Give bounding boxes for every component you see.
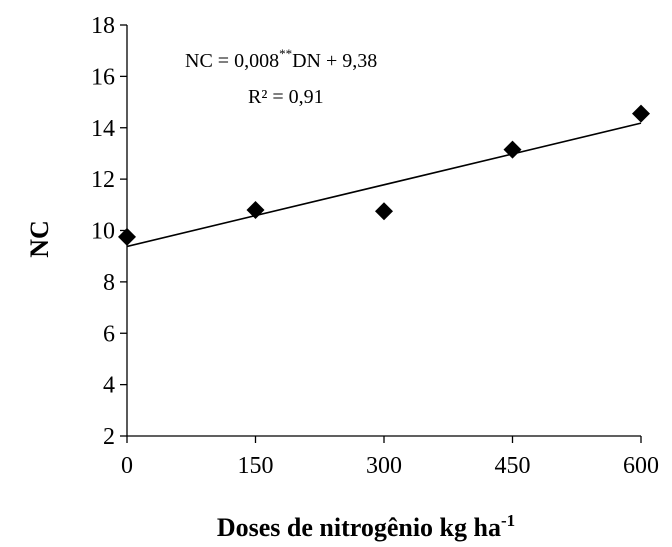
x-tick-label: 150 xyxy=(238,453,274,479)
y-tick-label: 4 xyxy=(103,373,115,399)
y-tick-label: 8 xyxy=(103,270,115,296)
axes xyxy=(126,25,641,437)
data-points xyxy=(118,104,650,246)
x-tick-label: 0 xyxy=(121,453,133,479)
x-axis-title: Doses de nitrogênio kg ha-1 xyxy=(217,511,515,542)
y-tick-label: 6 xyxy=(103,321,115,347)
x-tick-label: 600 xyxy=(623,453,659,479)
x-axis-ticks: 0 150 300 450 600 xyxy=(121,436,659,479)
trendline xyxy=(126,122,642,248)
y-tick-label: 12 xyxy=(91,167,115,193)
regression-equation: NC = 0,008**DN + 9,38 xyxy=(185,46,377,72)
y-tick-label: 16 xyxy=(91,64,115,90)
y-axis-ticks: 2 4 6 8 10 12 14 16 18 xyxy=(91,13,127,450)
data-point-marker xyxy=(118,227,136,246)
y-axis-title: NC xyxy=(25,220,54,258)
x-tick-label: 300 xyxy=(366,453,402,479)
data-point-marker xyxy=(632,104,650,123)
x-tick-label: 450 xyxy=(495,453,531,479)
data-point-marker xyxy=(375,202,393,221)
y-tick-label: 14 xyxy=(91,116,115,142)
r-squared-label: R² = 0,91 xyxy=(248,86,324,108)
y-tick-label: 18 xyxy=(91,13,115,39)
trendline-group xyxy=(126,122,642,248)
y-tick-label: 2 xyxy=(103,424,115,450)
y-tick-label: 10 xyxy=(91,219,115,245)
data-point-marker xyxy=(246,200,265,219)
data-point-marker xyxy=(503,140,522,159)
